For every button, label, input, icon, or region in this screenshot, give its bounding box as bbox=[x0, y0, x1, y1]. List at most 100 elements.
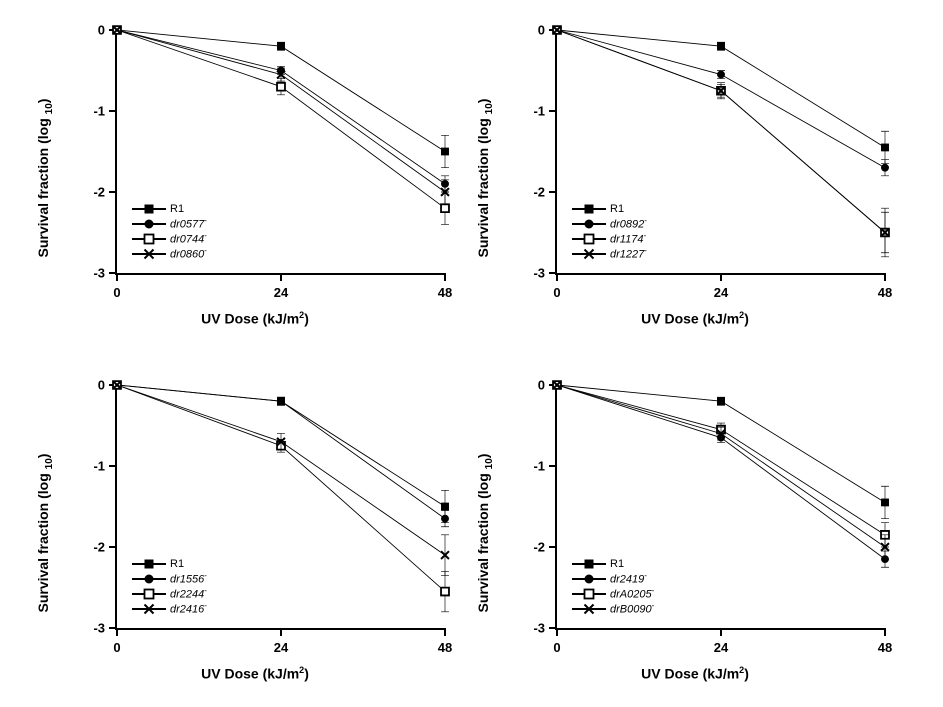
data-marker bbox=[277, 397, 285, 405]
legend-label: drA0205- bbox=[610, 586, 654, 601]
legend-label: R1 bbox=[610, 558, 624, 570]
chart-panel-1: Survival fraction (log 10)UV Dose (kJ/m2… bbox=[490, 20, 900, 335]
x-tick bbox=[556, 628, 558, 636]
legend-marker-icon bbox=[132, 202, 166, 216]
legend-item: drB0090- bbox=[572, 601, 654, 616]
data-marker bbox=[441, 503, 449, 511]
legend-marker-icon bbox=[132, 247, 166, 261]
y-tick bbox=[549, 110, 557, 112]
series-line bbox=[117, 385, 445, 555]
data-marker bbox=[881, 144, 889, 152]
plot-area: 0-1-2-302448R1dr0892-dr1174-dr1227- bbox=[555, 30, 885, 275]
y-tick-label: -2 bbox=[93, 184, 105, 199]
x-axis-label: UV Dose (kJ/m2) bbox=[201, 665, 309, 682]
legend: R1dr0892-dr1174-dr1227- bbox=[572, 201, 647, 261]
data-marker bbox=[441, 515, 449, 523]
y-axis-label: Survival fraction (log 10) bbox=[35, 98, 55, 257]
legend-item: R1 bbox=[132, 556, 207, 571]
legend-item: dr0744- bbox=[132, 231, 207, 246]
legend-label: dr2419- bbox=[610, 571, 647, 586]
series-line bbox=[117, 30, 445, 208]
plot-area: 0-1-2-302448R1dr0577-dr0744-dr0860- bbox=[115, 30, 445, 275]
x-tick-label: 0 bbox=[113, 285, 120, 300]
legend-item: dr0577- bbox=[132, 216, 207, 231]
legend-label: dr2416- bbox=[170, 601, 207, 616]
x-tick-label: 48 bbox=[878, 285, 892, 300]
legend: R1dr2419-drA0205-drB0090- bbox=[572, 556, 654, 616]
y-tick bbox=[549, 546, 557, 548]
x-tick-label: 0 bbox=[553, 640, 560, 655]
legend-marker-icon bbox=[572, 217, 606, 231]
legend-marker-icon bbox=[572, 587, 606, 601]
y-tick bbox=[109, 191, 117, 193]
y-tick-label: -3 bbox=[93, 621, 105, 636]
y-tick-label: -3 bbox=[93, 266, 105, 281]
y-tick-label: -1 bbox=[93, 458, 105, 473]
legend-item: dr2416- bbox=[132, 601, 207, 616]
series-line bbox=[557, 385, 885, 535]
legend: R1dr1556-dr2244-dr2416- bbox=[132, 556, 207, 616]
legend-label: dr0892- bbox=[610, 216, 647, 231]
x-tick bbox=[444, 273, 446, 281]
x-tick bbox=[116, 628, 118, 636]
legend-item: drA0205- bbox=[572, 586, 654, 601]
data-marker bbox=[277, 42, 285, 50]
legend-label: dr2244- bbox=[170, 586, 207, 601]
series-line bbox=[117, 30, 445, 192]
legend-label: dr1174- bbox=[610, 231, 646, 246]
legend-label: drB0090- bbox=[610, 601, 654, 616]
y-tick bbox=[549, 191, 557, 193]
x-tick bbox=[280, 628, 282, 636]
y-tick-label: -2 bbox=[533, 184, 545, 199]
y-tick-label: -3 bbox=[533, 266, 545, 281]
x-tick-label: 24 bbox=[274, 285, 288, 300]
legend-marker-icon bbox=[572, 202, 606, 216]
legend-marker-icon bbox=[572, 232, 606, 246]
legend: R1dr0577-dr0744-dr0860- bbox=[132, 201, 207, 261]
data-marker bbox=[717, 42, 725, 50]
legend-label: dr1227- bbox=[610, 246, 647, 261]
x-axis-label: UV Dose (kJ/m2) bbox=[641, 665, 749, 682]
x-tick bbox=[720, 628, 722, 636]
legend-item: dr0860- bbox=[132, 246, 207, 261]
x-tick bbox=[444, 628, 446, 636]
x-tick-label: 24 bbox=[714, 640, 728, 655]
chart-panel-0: Survival fraction (log 10)UV Dose (kJ/m2… bbox=[50, 20, 460, 335]
legend-label: dr0577- bbox=[170, 216, 207, 231]
y-tick-label: 0 bbox=[538, 23, 545, 38]
legend-marker-icon bbox=[572, 247, 606, 261]
legend-marker-icon bbox=[132, 587, 166, 601]
legend-item: R1 bbox=[572, 201, 647, 216]
legend-label: R1 bbox=[170, 558, 184, 570]
y-tick-label: 0 bbox=[98, 23, 105, 38]
x-tick bbox=[116, 273, 118, 281]
legend-label: dr0744- bbox=[170, 231, 207, 246]
data-marker bbox=[881, 164, 889, 172]
legend-marker-icon bbox=[572, 572, 606, 586]
legend-marker-icon bbox=[132, 602, 166, 616]
legend-marker-icon bbox=[132, 217, 166, 231]
data-marker bbox=[717, 397, 725, 405]
legend-label: R1 bbox=[170, 203, 184, 215]
legend-item: dr2419- bbox=[572, 571, 654, 586]
x-tick-label: 0 bbox=[113, 640, 120, 655]
legend-marker-icon bbox=[132, 572, 166, 586]
y-tick-label: -1 bbox=[533, 458, 545, 473]
y-tick-label: -3 bbox=[533, 621, 545, 636]
legend-item: dr1556- bbox=[132, 571, 207, 586]
x-axis-label: UV Dose (kJ/m2) bbox=[201, 310, 309, 327]
plot-area: 0-1-2-302448R1dr2419-drA0205-drB0090- bbox=[555, 385, 885, 630]
legend-marker-icon bbox=[132, 557, 166, 571]
x-tick bbox=[720, 273, 722, 281]
x-tick-label: 0 bbox=[553, 285, 560, 300]
y-tick bbox=[109, 465, 117, 467]
legend-marker-icon bbox=[132, 232, 166, 246]
y-tick bbox=[109, 110, 117, 112]
series-line bbox=[117, 30, 445, 184]
y-tick bbox=[549, 465, 557, 467]
y-tick-label: -1 bbox=[533, 103, 545, 118]
y-tick-label: 0 bbox=[98, 378, 105, 393]
chart-grid: Survival fraction (log 10)UV Dose (kJ/m2… bbox=[50, 20, 900, 690]
legend-item: dr0892- bbox=[572, 216, 647, 231]
legend-item: R1 bbox=[572, 556, 654, 571]
